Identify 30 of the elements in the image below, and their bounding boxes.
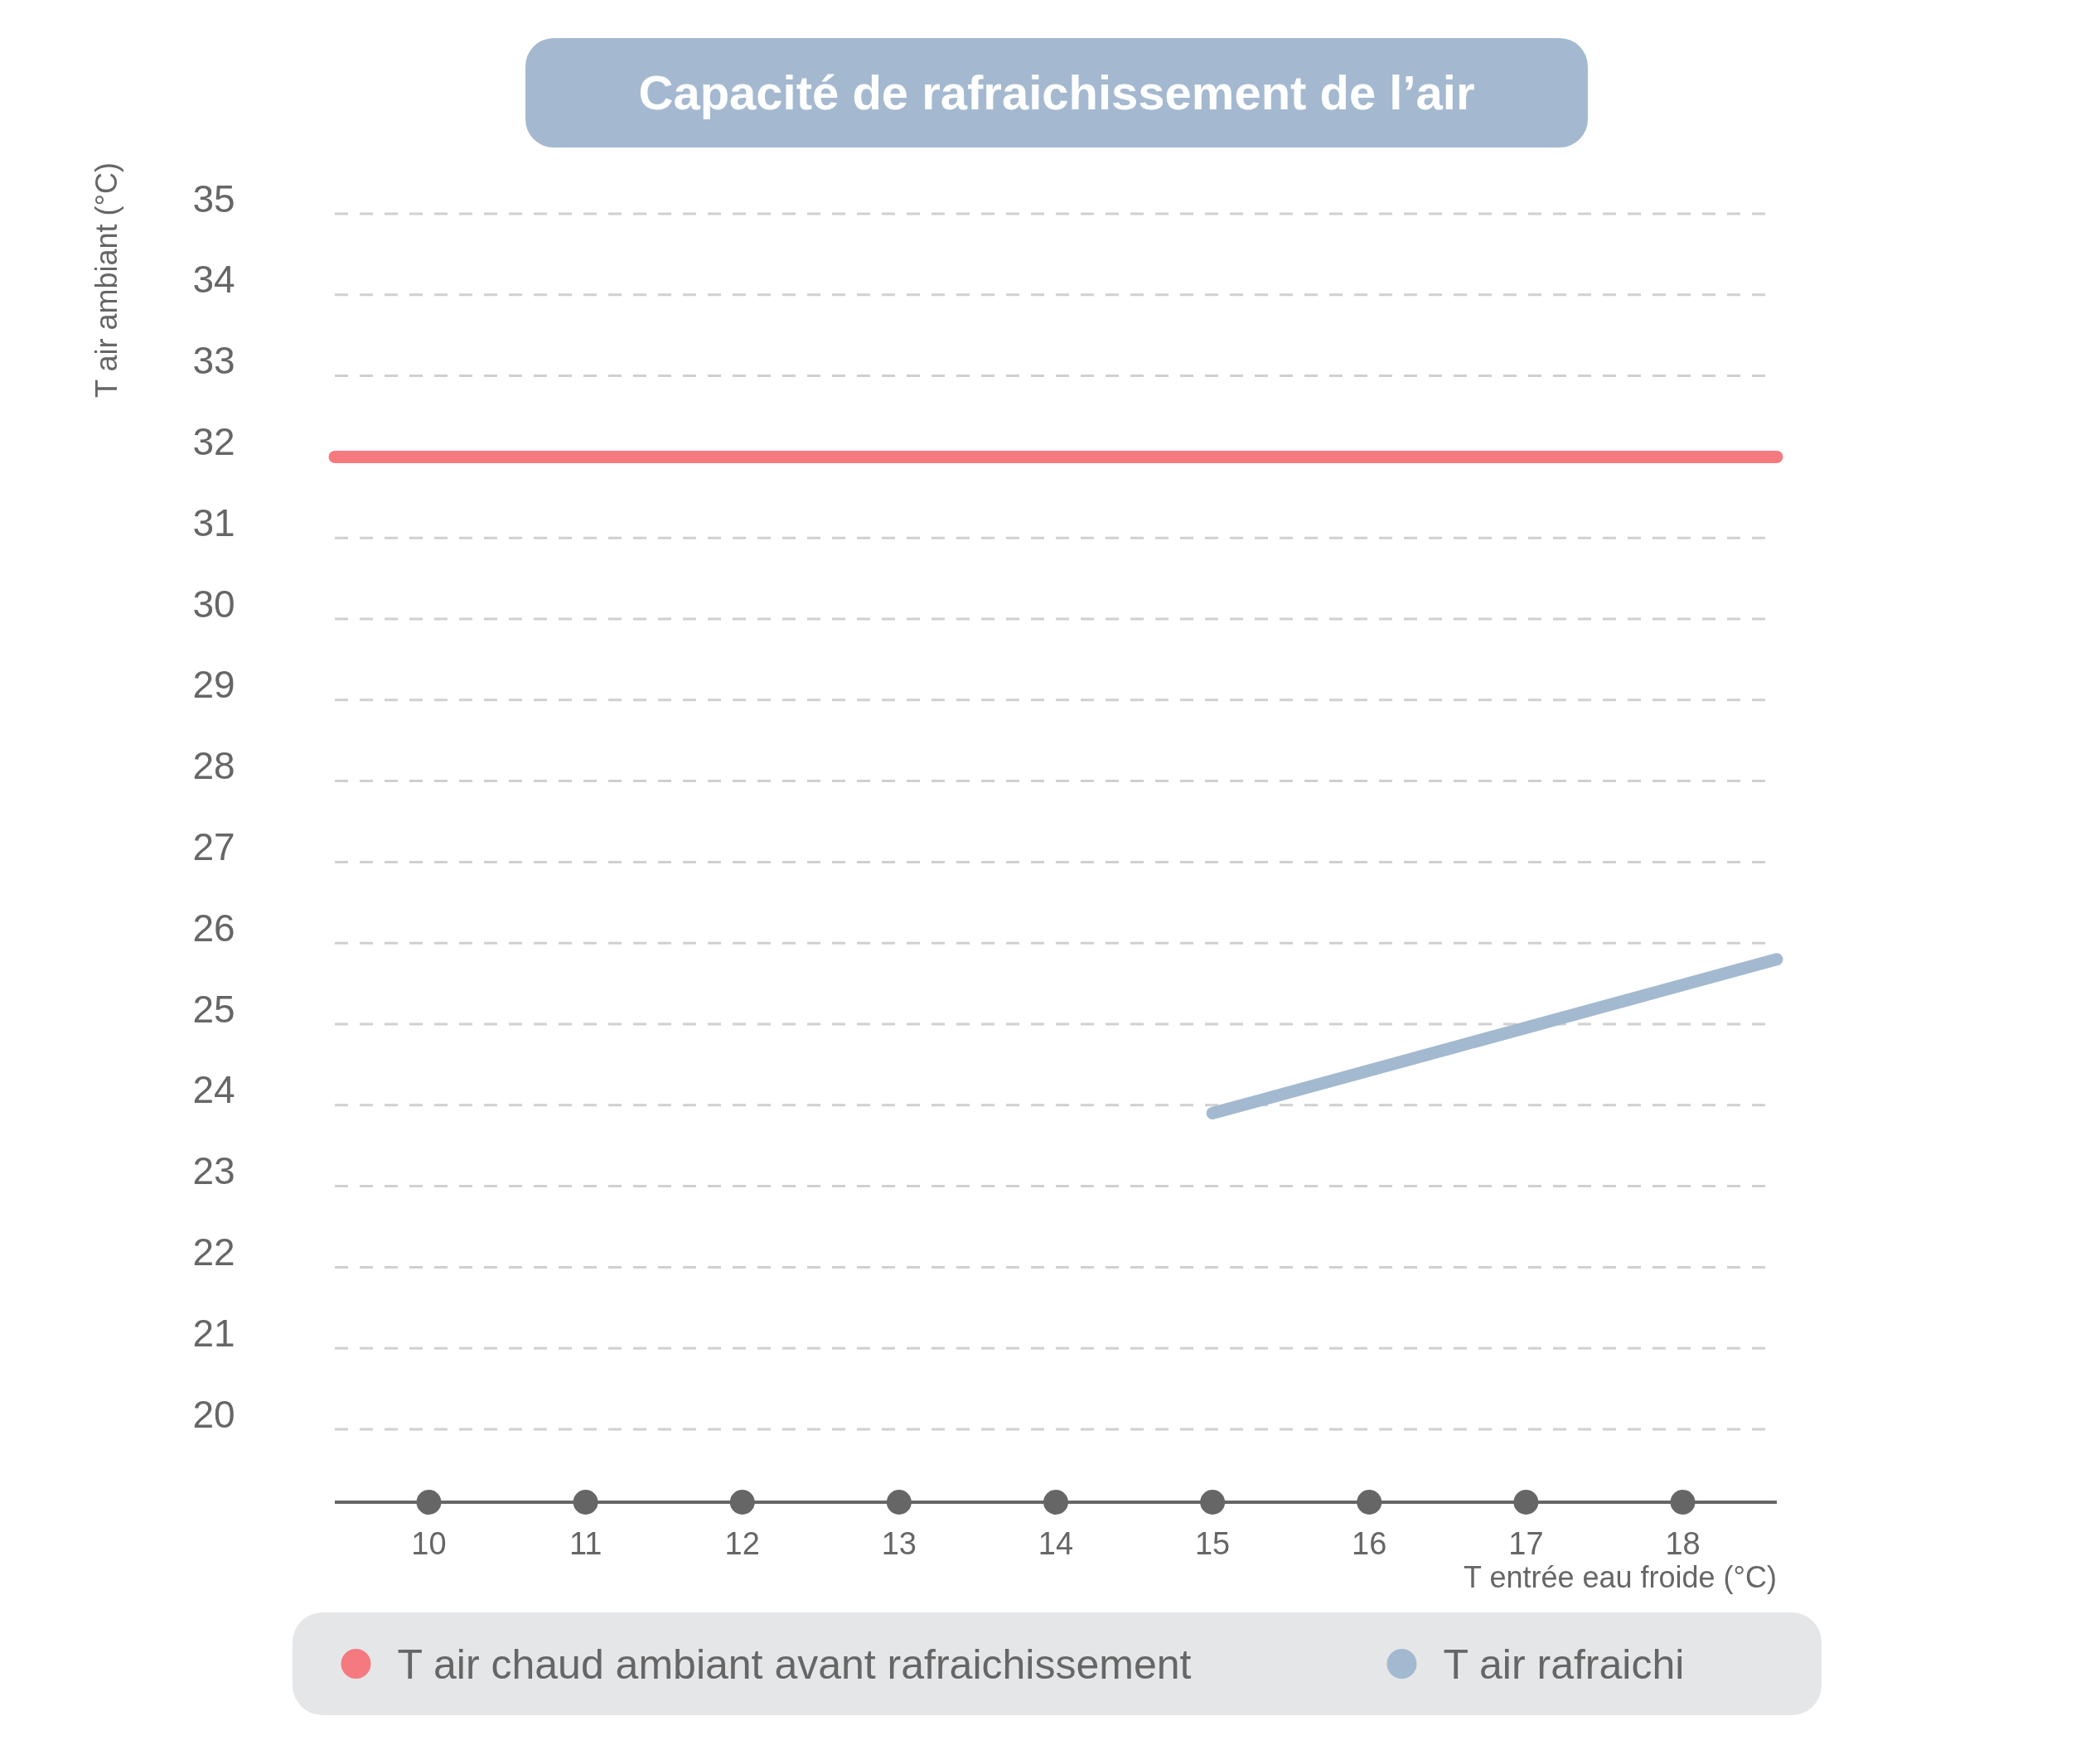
y-tick-label: 27 [192,825,235,869]
legend-label: T air rafraichi [1443,1641,1685,1688]
y-tick-label: 28 [192,744,235,788]
y-tick-label: 22 [192,1230,235,1274]
x-tick-label: 14 [1038,1526,1074,1562]
y-tick-label: 34 [192,258,235,302]
y-tick-label: 25 [192,987,235,1031]
x-tick-label: 13 [881,1526,917,1562]
y-tick-label: 32 [192,420,235,464]
y-tick-label: 20 [192,1392,235,1436]
y-tick-label: 29 [192,663,235,707]
x-tick-label: 15 [1194,1526,1231,1562]
y-tick-label: 30 [192,582,235,626]
x-tick-label: 10 [411,1526,447,1562]
y-axis-title: T air ambiant (°C) [89,162,123,398]
x-tick-label: 17 [1508,1526,1544,1562]
legend-label: T air chaud ambiant avant rafraichissement [397,1641,1192,1688]
x-tick-label: 11 [569,1526,602,1562]
y-tick-label: 26 [192,906,235,950]
y-tick-label: 24 [192,1068,235,1112]
x-tick-label: 18 [1665,1526,1701,1562]
x-tick-label: 16 [1352,1526,1387,1562]
chart-title: Capacité de rafraichissement de l’air [638,65,1475,120]
x-tick-label: 12 [724,1526,760,1562]
y-tick-label: 33 [192,339,235,383]
y-tick-label: 31 [192,500,235,544]
y-tick-label: 21 [192,1311,235,1355]
y-tick-label: 23 [192,1149,235,1193]
y-tick-label: 35 [192,176,235,220]
x-axis-title: T entrée eau froide (°C) [1464,1560,1777,1594]
